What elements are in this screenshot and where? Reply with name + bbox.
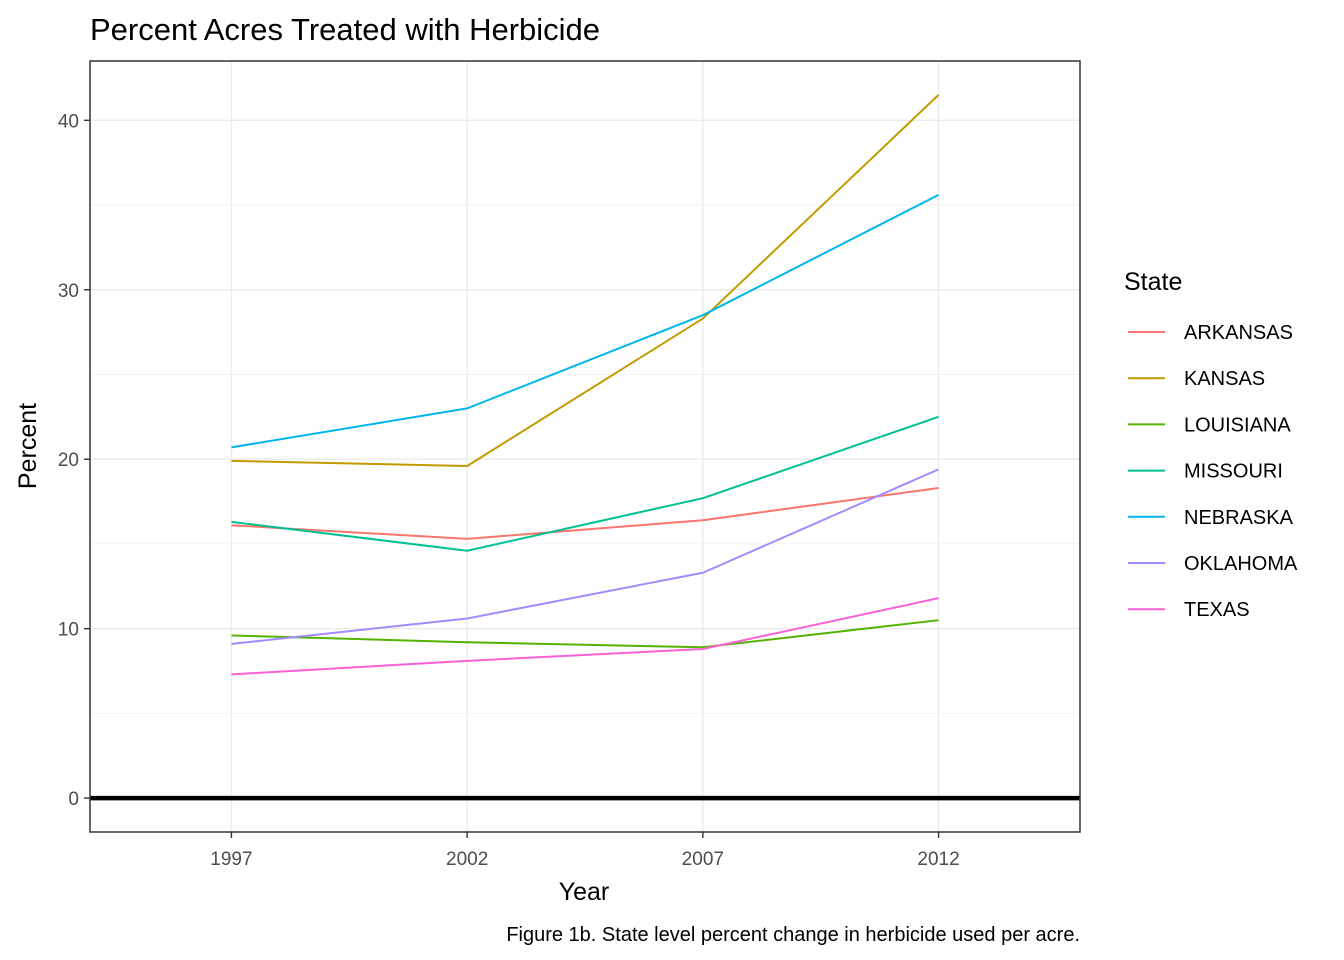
legend: State ARKANSAS KANSAS LOUISIANA MISSOURI NEB… xyxy=(1124,268,1298,621)
y-tick-label: 0 xyxy=(68,789,79,810)
series-line-kansas xyxy=(231,94,940,467)
x-tick-label: 2002 xyxy=(446,849,488,870)
chart-title: Percent Acres Treated with Herbicide xyxy=(90,12,600,47)
y-tick-label: 20 xyxy=(58,450,79,471)
plot-panel xyxy=(90,61,1080,832)
series-line-nebraska xyxy=(231,193,940,449)
figure-caption: Figure 1b. State level percent change in… xyxy=(506,924,1080,946)
plot-border xyxy=(89,60,1081,833)
axes: 0 10 20 30 40 1997 2002 2007 2012 xyxy=(58,60,1081,870)
y-axis-title: Percent xyxy=(14,403,42,489)
legend-label: NEBRASKA xyxy=(1184,507,1294,529)
series-line-oklahoma xyxy=(231,468,939,645)
y-tick-label: 30 xyxy=(58,281,79,302)
y-tick-label: 10 xyxy=(58,620,79,641)
legend-label: TEXAS xyxy=(1184,599,1250,621)
y-tick-label: 40 xyxy=(58,111,79,132)
legend-label: KANSAS xyxy=(1184,368,1265,390)
x-tick-label: 2012 xyxy=(917,849,959,870)
legend-label: LOUISIANA xyxy=(1184,414,1291,436)
series-line-texas xyxy=(231,597,939,676)
legend-label: ARKANSAS xyxy=(1184,322,1293,344)
x-axis-title: Year xyxy=(559,878,610,906)
series-line-louisiana xyxy=(231,619,939,649)
series-line-arkansas xyxy=(231,487,939,540)
legend-title: State xyxy=(1124,268,1182,296)
legend-label: MISSOURI xyxy=(1184,461,1283,483)
legend-label: OKLAHOMA xyxy=(1184,553,1298,575)
series-lines xyxy=(231,94,940,676)
x-tick-label: 1997 xyxy=(210,849,252,870)
x-tick-label: 2007 xyxy=(682,849,724,870)
series-line-missouri xyxy=(231,415,939,552)
